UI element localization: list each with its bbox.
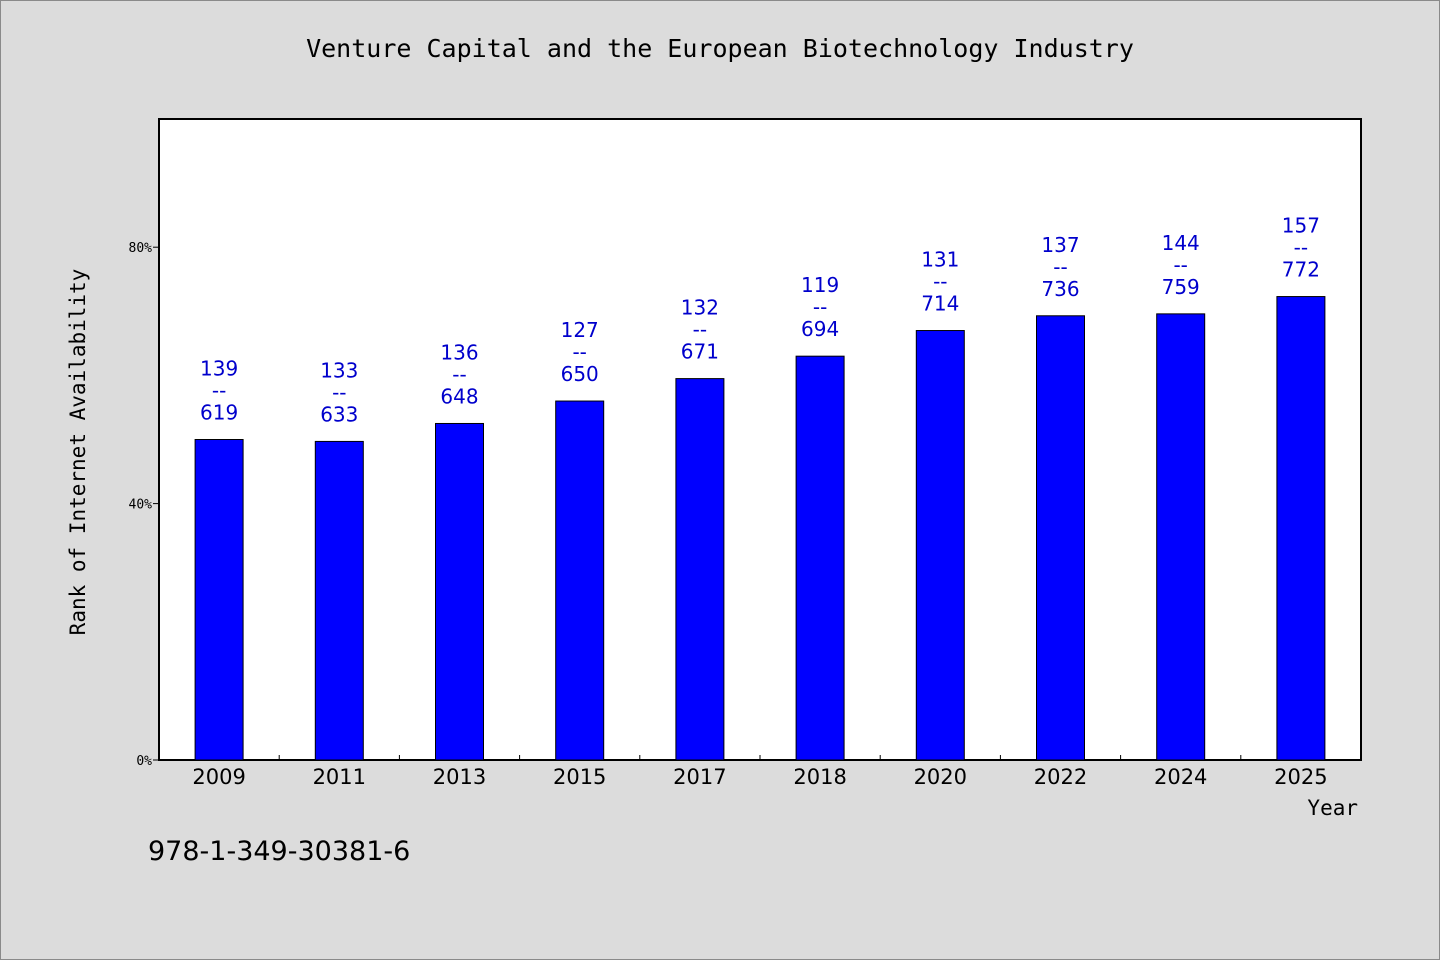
bar-value-label-top: 132 bbox=[681, 296, 719, 320]
bar bbox=[1276, 296, 1326, 761]
x-tick-label: 2015 bbox=[553, 765, 606, 789]
bar-value-label-sep: -- bbox=[933, 270, 947, 294]
bar-value-label-bottom: 619 bbox=[200, 401, 238, 425]
chart-title: Venture Capital and the European Biotech… bbox=[306, 34, 1134, 63]
bar-value-label-bottom: 633 bbox=[320, 402, 358, 426]
bar-value-label-bottom: 759 bbox=[1162, 275, 1200, 299]
y-tick-label: 40% bbox=[129, 498, 153, 513]
x-tick-label: 2018 bbox=[793, 765, 846, 789]
y-tick-label: 0% bbox=[136, 754, 152, 769]
x-tick-label: 2017 bbox=[673, 765, 726, 789]
x-tick-label: 2025 bbox=[1274, 765, 1327, 789]
x-tick-label: 2013 bbox=[433, 765, 486, 789]
bar-value-label-bottom: 714 bbox=[921, 292, 959, 316]
x-tick-label: 2020 bbox=[914, 765, 967, 789]
bar-value-label-top: 157 bbox=[1282, 214, 1320, 238]
bar-value-label-sep: -- bbox=[1053, 255, 1067, 279]
bar-value-label-sep: -- bbox=[332, 380, 346, 404]
bar bbox=[915, 330, 965, 761]
bar bbox=[194, 439, 244, 761]
bar-value-label-top: 119 bbox=[801, 273, 839, 297]
bar-value-label-top: 127 bbox=[561, 318, 599, 342]
bar bbox=[314, 440, 364, 761]
bar-value-label-bottom: 694 bbox=[801, 317, 839, 341]
bar-value-label-sep: -- bbox=[572, 340, 586, 364]
bar bbox=[1156, 313, 1206, 761]
y-tick-label: 80% bbox=[129, 241, 153, 256]
bar-value-label-top: 144 bbox=[1162, 231, 1200, 255]
bar-value-label-sep: -- bbox=[452, 362, 466, 386]
bar-value-label-bottom: 648 bbox=[440, 384, 478, 408]
bar bbox=[555, 400, 605, 761]
x-tick-label: 2024 bbox=[1154, 765, 1207, 789]
bar-value-label-sep: -- bbox=[693, 318, 707, 342]
bar-value-label-top: 133 bbox=[320, 358, 358, 382]
bar-value-label-bottom: 671 bbox=[681, 340, 719, 364]
bar-value-label-top: 131 bbox=[921, 248, 959, 272]
bar-value-label-bottom: 772 bbox=[1282, 258, 1320, 282]
bar-value-label-top: 139 bbox=[200, 357, 238, 381]
bar-value-label-bottom: 650 bbox=[561, 362, 599, 386]
bar bbox=[435, 422, 484, 761]
bar bbox=[795, 355, 845, 761]
bar-value-label-sep: -- bbox=[212, 379, 226, 403]
bar-value-label-sep: -- bbox=[1173, 253, 1187, 277]
bar-value-label-sep: -- bbox=[1294, 236, 1308, 260]
x-axis-title: Year bbox=[1307, 796, 1358, 820]
x-tick-label: 2009 bbox=[192, 765, 245, 789]
bar bbox=[1036, 315, 1085, 761]
bar-value-label-top: 137 bbox=[1041, 233, 1079, 257]
bar-value-label-sep: -- bbox=[813, 295, 827, 319]
bar-value-label-bottom: 736 bbox=[1041, 277, 1079, 301]
x-tick-label: 2011 bbox=[313, 765, 366, 789]
isbn-label: 978-1-349-30381-6 bbox=[148, 836, 411, 867]
bar bbox=[675, 378, 725, 761]
bar-value-label-top: 136 bbox=[440, 340, 478, 364]
x-tick-label: 2022 bbox=[1034, 765, 1087, 789]
